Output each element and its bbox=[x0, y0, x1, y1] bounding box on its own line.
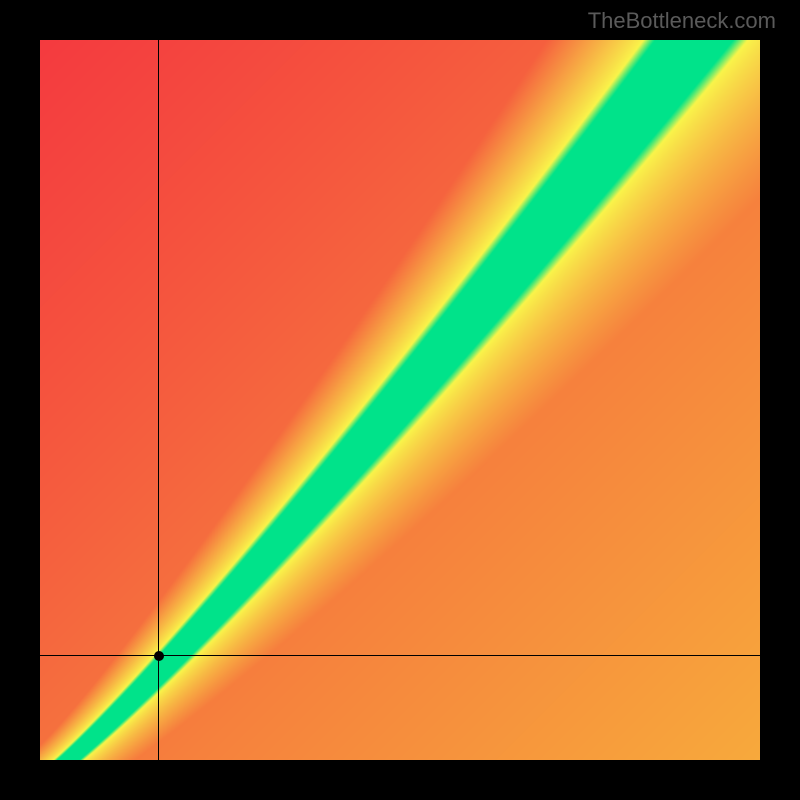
plot-area bbox=[40, 40, 760, 760]
watermark-label: TheBottleneck.com bbox=[588, 8, 776, 34]
heatmap-canvas bbox=[40, 40, 760, 760]
chart-frame: TheBottleneck.com bbox=[0, 0, 800, 800]
crosshair-horizontal bbox=[40, 655, 760, 656]
crosshair-marker bbox=[154, 651, 164, 661]
